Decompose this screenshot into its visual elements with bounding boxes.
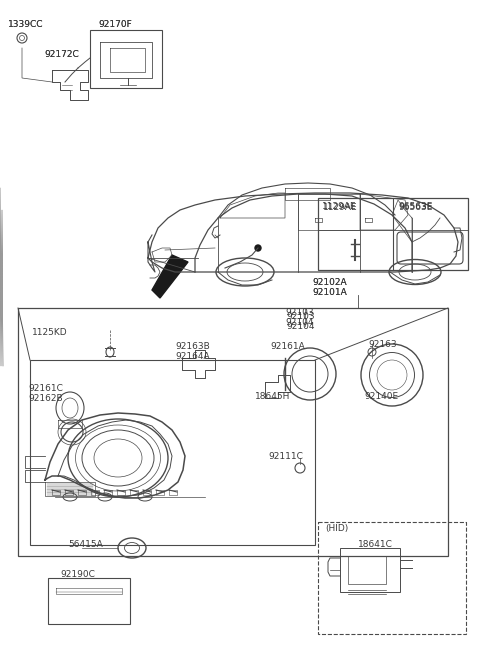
Text: 92104: 92104 bbox=[285, 318, 313, 327]
Text: 1339CC: 1339CC bbox=[8, 20, 44, 29]
Text: 92172C: 92172C bbox=[44, 50, 79, 59]
Text: 92161A: 92161A bbox=[270, 342, 305, 351]
Text: 92162B: 92162B bbox=[28, 394, 62, 403]
Text: 92172C: 92172C bbox=[44, 50, 79, 59]
Text: 92170F: 92170F bbox=[98, 20, 132, 29]
Text: 96563E: 96563E bbox=[398, 202, 432, 211]
Text: 1129AE: 1129AE bbox=[322, 202, 357, 211]
Text: 92102A: 92102A bbox=[312, 278, 347, 287]
Text: 92190C: 92190C bbox=[60, 570, 95, 579]
Bar bbox=[318, 522, 466, 634]
Text: 92101A: 92101A bbox=[312, 288, 347, 297]
Text: 92163: 92163 bbox=[368, 340, 396, 349]
Bar bbox=[30, 360, 315, 545]
Bar bbox=[318, 198, 468, 270]
Text: 18645H: 18645H bbox=[255, 392, 290, 401]
Text: 56415A: 56415A bbox=[68, 540, 103, 549]
Text: 1125KD: 1125KD bbox=[32, 328, 68, 337]
Text: (HID): (HID) bbox=[325, 524, 348, 533]
Text: 92163B: 92163B bbox=[175, 342, 210, 351]
Ellipse shape bbox=[255, 245, 261, 251]
Bar bbox=[90, 30, 162, 88]
Text: 92102A: 92102A bbox=[312, 278, 347, 287]
Bar bbox=[18, 308, 448, 556]
Text: 92101A: 92101A bbox=[312, 288, 347, 297]
Text: 96563E: 96563E bbox=[398, 203, 432, 212]
Text: 92170F: 92170F bbox=[98, 20, 132, 29]
Text: 92164A: 92164A bbox=[175, 352, 210, 361]
Polygon shape bbox=[152, 255, 188, 298]
Text: 92104: 92104 bbox=[286, 322, 314, 331]
Bar bbox=[340, 548, 400, 592]
Text: 1129AE: 1129AE bbox=[323, 203, 358, 212]
Bar bbox=[348, 556, 386, 584]
Text: 92103: 92103 bbox=[285, 308, 313, 317]
Text: 92111C: 92111C bbox=[268, 452, 303, 461]
Text: 92161C: 92161C bbox=[28, 384, 63, 393]
Text: 92140E: 92140E bbox=[364, 392, 398, 401]
Text: 18641C: 18641C bbox=[358, 540, 393, 549]
Text: 92103: 92103 bbox=[286, 312, 314, 321]
Text: 1339CC: 1339CC bbox=[8, 20, 44, 29]
Bar bbox=[48, 578, 130, 624]
